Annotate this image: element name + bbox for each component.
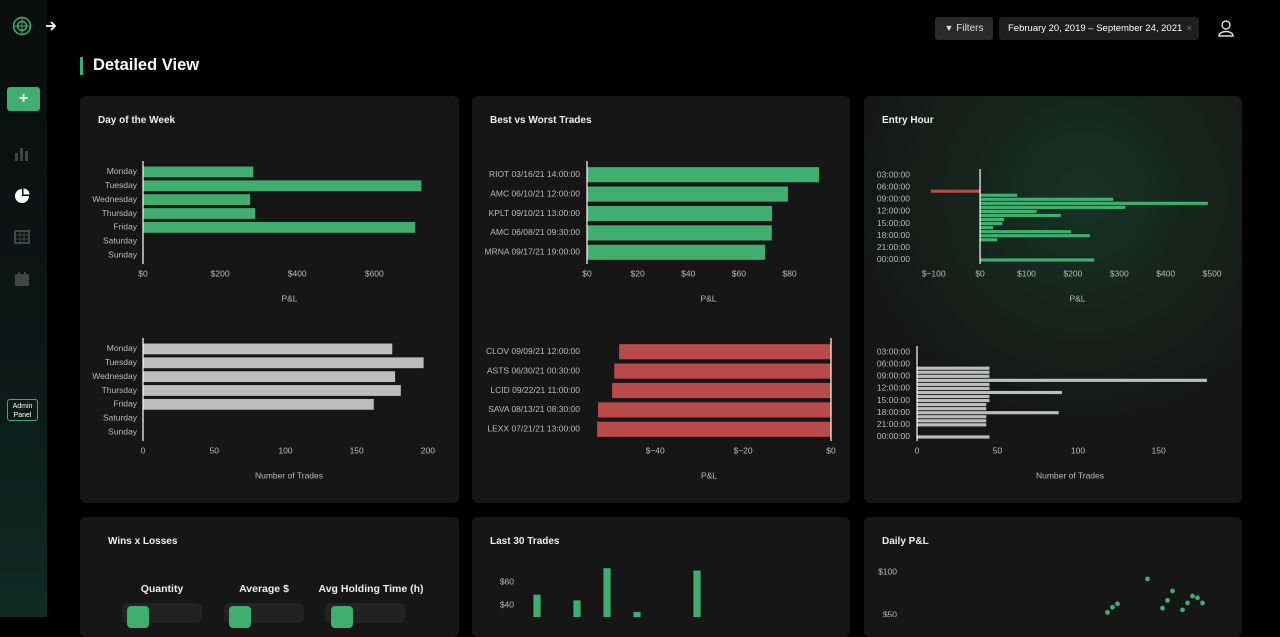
pie-chart-icon[interactable] — [14, 188, 30, 204]
summary-icon — [127, 606, 149, 628]
card: Best vs Worst Trades — [472, 96, 850, 503]
card: Day of the Week — [80, 96, 459, 503]
card-title: Day of the Week — [98, 115, 176, 126]
summary-icon — [229, 606, 251, 628]
logo[interactable] — [12, 16, 32, 36]
page: + Admin Panel ▼ Filters February 20, 201… — [0, 0, 1242, 637]
summary-icon — [331, 606, 353, 628]
card-title: Wins x Losses — [108, 536, 178, 547]
card-title: Entry Hour — [882, 115, 934, 126]
summary-header: Average $ — [239, 583, 289, 595]
calendar-icon[interactable] — [14, 271, 30, 287]
summary-header: Avg Holding Time (h) — [318, 583, 424, 595]
bar-chart-icon[interactable] — [14, 146, 30, 162]
date-range-text: February 20, 2019 – September 24, 2021 — [1008, 23, 1183, 34]
clear-icon[interactable]: × — [1186, 23, 1192, 34]
card: Entry Hour — [864, 96, 1242, 503]
sidebar: + Admin Panel — [0, 0, 47, 617]
card: Daily P&L — [864, 517, 1242, 637]
user-icon[interactable] — [1217, 19, 1235, 37]
filters-button[interactable]: ▼ Filters — [935, 17, 993, 40]
card-title: Daily P&L — [882, 536, 929, 547]
page-title: Detailed View — [93, 56, 200, 74]
summary-header: Quantity — [140, 583, 184, 595]
expand-arrow[interactable] — [44, 19, 58, 33]
date-range[interactable]: February 20, 2019 – September 24, 2021 × — [999, 17, 1199, 40]
filters-label: Filters — [956, 23, 984, 34]
table-icon[interactable] — [14, 229, 30, 245]
card-title: Last 30 Trades — [490, 536, 560, 547]
admin-button[interactable]: Admin Panel — [7, 399, 38, 421]
add-button[interactable]: + — [7, 87, 40, 111]
title-accent — [80, 57, 83, 75]
card: Last 30 Trades — [472, 517, 850, 637]
card-title: Best vs Worst Trades — [490, 115, 592, 126]
